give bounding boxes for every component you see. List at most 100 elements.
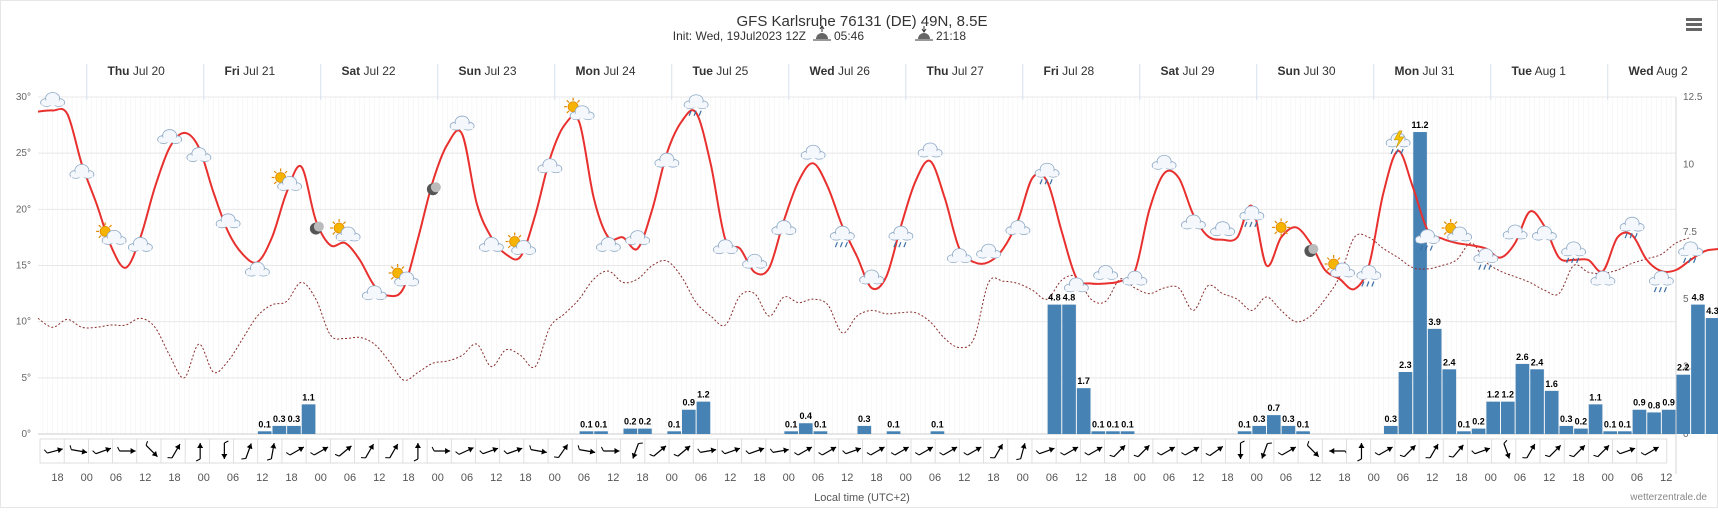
wind-arrow-icon — [1425, 443, 1439, 459]
y-tick-label-temp: 30° — [16, 92, 31, 103]
sunrise-icon — [813, 25, 831, 41]
x-tick-label: 12 — [1660, 472, 1672, 484]
wind-arrow-icon — [334, 445, 352, 457]
precip-value-label: 0.1 — [1619, 419, 1632, 429]
hamburger-menu-icon[interactable] — [1686, 18, 1702, 31]
precip-value-label: 0.2 — [1472, 417, 1485, 427]
precip-bar — [1544, 390, 1559, 434]
wind-arrow-icon — [1181, 446, 1200, 456]
precip-bar — [1486, 401, 1500, 434]
cloud-icon — [771, 220, 797, 235]
cloud-icon — [449, 115, 475, 131]
wind-arrow-icon — [241, 443, 253, 460]
x-tick-label: 00 — [549, 472, 561, 484]
cloud-icon — [712, 239, 738, 255]
cloud-icon — [186, 147, 212, 162]
sun-cloud-icon — [505, 232, 537, 255]
precip-value-label: 2.3 — [1399, 360, 1412, 370]
precip-bar — [1588, 404, 1603, 434]
wind-arrow-icon — [1522, 443, 1536, 459]
x-tick-label: 12 — [1426, 472, 1438, 484]
precip-value-label: 1.2 — [1487, 390, 1500, 400]
precip-bar — [784, 431, 798, 434]
wind-arrow-icon — [503, 447, 523, 455]
wind-arrow-icon — [413, 443, 421, 462]
wind-arrow-icon — [1544, 444, 1562, 458]
wind-arrow-icon — [286, 446, 305, 456]
cloud-rain-icon — [888, 225, 914, 248]
precip-bar — [1647, 412, 1661, 434]
precip-bar — [287, 425, 301, 434]
moon-cloud-icon — [309, 221, 324, 235]
day-label: Fri Jul 21 — [225, 64, 276, 78]
cloud-icon — [800, 144, 826, 160]
credit-text: wetterzentrale.de — [1629, 492, 1707, 503]
precip-value-label: 1.1 — [302, 392, 315, 402]
precip-bar — [301, 404, 316, 434]
cloud-icon — [976, 243, 1002, 259]
wind-arrow-icon — [310, 446, 329, 456]
sun-icon — [1272, 218, 1291, 237]
cloud-icon — [215, 213, 241, 229]
day-label: Sun Jul 30 — [1278, 64, 1336, 78]
precip-bar — [857, 425, 872, 434]
precip-value-label: 2.4 — [1531, 357, 1544, 367]
precip-bar — [1705, 318, 1718, 434]
wind-arrow-icon — [794, 446, 813, 456]
precip-bar — [1574, 428, 1588, 434]
x-tick-label: 06 — [110, 472, 122, 484]
cloud-rain-icon — [1239, 205, 1265, 228]
precip-value-label: 2.6 — [1516, 352, 1529, 362]
x-tick-label: 06 — [1631, 472, 1643, 484]
cloud-icon — [127, 237, 153, 252]
cloud-icon — [859, 269, 885, 285]
sunrise-time: 05:46 — [834, 29, 864, 43]
precip-bar — [623, 428, 638, 434]
precip-value-label: 0.3 — [858, 414, 871, 424]
wind-arrow-icon — [69, 445, 88, 455]
cloud-icon — [1005, 220, 1031, 235]
wind-arrow-icon — [577, 445, 596, 455]
x-tick-label: 12 — [1309, 472, 1321, 484]
day-label: Wed Aug 2 — [1629, 64, 1688, 78]
x-axis-ticks: 18 00 06 12 18 00 06 12 18 00 06 12 18 00 06 12 18 00 06 12… — [51, 472, 1672, 484]
precip-bar — [1384, 425, 1398, 434]
sun-cloud-icon — [330, 219, 361, 242]
dewpoint-series — [37, 233, 1691, 381]
precip-value-label: 4.8 — [1048, 293, 1061, 303]
precip-value-label: 1.2 — [1502, 390, 1515, 400]
cloud-icon — [1093, 265, 1119, 280]
precip-bar — [1501, 401, 1515, 434]
precip-value-label: 0.9 — [1633, 398, 1646, 408]
precip-value-label: 2.2 — [1677, 363, 1690, 373]
precip-value-label: 0.1 — [887, 419, 900, 429]
dewpoint-line — [37, 233, 1691, 381]
y-axis-temperature: 0° 5° 10° 15° 20° 25° 30° — [16, 92, 31, 440]
x-tick-label: 18 — [285, 472, 297, 484]
precip-bar — [696, 401, 711, 434]
wind-arrow-icon — [145, 440, 158, 458]
x-tick-label: 00 — [315, 472, 327, 484]
precip-bar — [813, 431, 828, 434]
y-tick-label-temp: 10° — [16, 317, 31, 328]
precip-value-label: 0.1 — [1297, 419, 1310, 429]
precip-labels: 0.10.3 0.31.10.1 0.1 0.2 0.2 0.10.91.20.10.40… — [258, 120, 1718, 429]
cloud-icon — [1180, 214, 1206, 230]
x-tick-label: 18 — [519, 472, 531, 484]
x-tick-label: 00 — [1134, 472, 1146, 484]
x-tick-label: 06 — [1046, 472, 1058, 484]
precip-value-label: 1.6 — [1545, 379, 1558, 389]
wind-arrow-icon — [1471, 447, 1491, 455]
x-tick-label: 00 — [1251, 472, 1263, 484]
y-tick-label-precip: 10 — [1683, 159, 1695, 170]
precip-value-label: 1.1 — [1589, 392, 1602, 402]
precip-value-label: 0.1 — [814, 419, 827, 429]
cloud-rain-icon — [1619, 216, 1645, 239]
sunset-icon — [915, 26, 933, 41]
precip-value-label: 0.9 — [683, 398, 696, 408]
precip-bar — [1120, 431, 1135, 434]
x-tick-label: 00 — [900, 472, 912, 484]
wind-arrow-icon — [479, 447, 499, 455]
x-tick-label: 18 — [987, 472, 999, 484]
